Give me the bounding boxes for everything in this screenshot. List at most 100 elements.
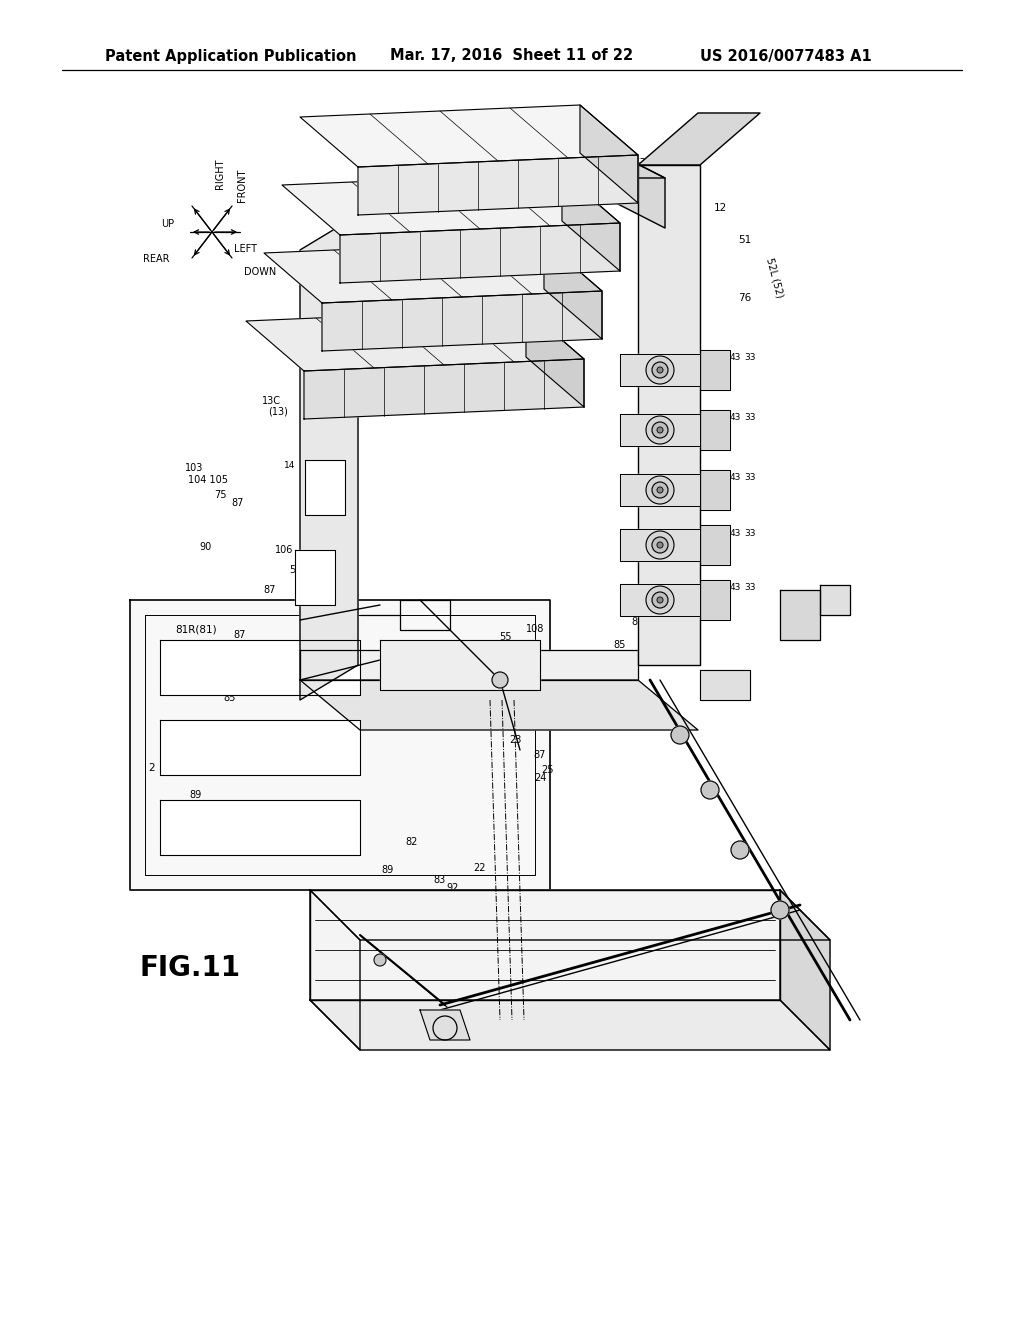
Text: 35: 35	[715, 354, 726, 363]
Circle shape	[652, 362, 668, 378]
Polygon shape	[322, 290, 602, 351]
Text: 39: 39	[321, 333, 332, 342]
Text: 51: 51	[738, 235, 752, 246]
Text: 54: 54	[553, 135, 566, 145]
Polygon shape	[700, 671, 750, 700]
Polygon shape	[160, 719, 360, 775]
Circle shape	[433, 1016, 457, 1040]
Text: 90: 90	[200, 543, 212, 552]
Text: Mar. 17, 2016  Sheet 11 of 22: Mar. 17, 2016 Sheet 11 of 22	[390, 49, 633, 63]
Text: 88: 88	[715, 607, 726, 616]
Polygon shape	[388, 148, 612, 178]
Text: 85: 85	[613, 640, 627, 649]
Text: 75: 75	[214, 490, 226, 500]
Text: 34: 34	[685, 595, 696, 605]
Polygon shape	[555, 150, 610, 201]
Text: FIG.11: FIG.11	[139, 954, 241, 982]
Polygon shape	[620, 354, 700, 385]
Circle shape	[652, 482, 668, 498]
Text: 92: 92	[446, 883, 459, 894]
Polygon shape	[780, 590, 820, 640]
Text: 33: 33	[744, 583, 756, 593]
Circle shape	[646, 416, 674, 444]
Polygon shape	[358, 154, 638, 215]
Polygon shape	[305, 459, 345, 515]
Text: 35: 35	[715, 528, 726, 537]
Text: 43: 43	[729, 413, 740, 422]
Text: 13C: 13C	[262, 396, 281, 407]
Polygon shape	[620, 414, 700, 446]
Text: DOWN: DOWN	[244, 267, 276, 277]
Circle shape	[492, 672, 508, 688]
Text: 88: 88	[618, 601, 631, 610]
Text: 89: 89	[189, 789, 202, 800]
Text: 43: 43	[729, 528, 740, 537]
Circle shape	[731, 841, 749, 859]
Text: 39: 39	[355, 195, 367, 205]
Polygon shape	[264, 242, 602, 304]
Text: 43: 43	[729, 583, 740, 593]
Text: 33: 33	[744, 354, 756, 363]
Text: 12: 12	[714, 203, 727, 213]
Polygon shape	[700, 470, 730, 510]
Text: 103: 103	[185, 463, 204, 473]
Polygon shape	[340, 223, 620, 282]
Text: 34: 34	[685, 486, 696, 495]
Polygon shape	[310, 890, 360, 1049]
Polygon shape	[420, 1010, 470, 1040]
Polygon shape	[700, 411, 730, 450]
Polygon shape	[620, 474, 700, 506]
Text: 25: 25	[542, 766, 554, 775]
Text: 14: 14	[330, 329, 341, 338]
Circle shape	[652, 422, 668, 438]
Text: 58: 58	[289, 565, 301, 576]
Text: 15: 15	[351, 198, 362, 207]
Polygon shape	[246, 309, 584, 371]
Circle shape	[657, 597, 663, 603]
Text: 91: 91	[403, 895, 416, 906]
Text: 35: 35	[715, 474, 726, 483]
Polygon shape	[620, 583, 700, 616]
Text: 85: 85	[224, 693, 237, 704]
Polygon shape	[544, 242, 602, 339]
Text: (13): (13)	[285, 341, 305, 350]
Text: 13M: 13M	[278, 330, 298, 341]
Text: 93: 93	[184, 836, 197, 845]
Text: 103: 103	[471, 643, 489, 653]
Polygon shape	[310, 890, 830, 940]
Circle shape	[657, 426, 663, 433]
Text: 106: 106	[274, 545, 293, 554]
Circle shape	[652, 591, 668, 609]
Circle shape	[646, 531, 674, 558]
Text: 33: 33	[744, 474, 756, 483]
Circle shape	[657, 487, 663, 492]
Text: 15: 15	[334, 268, 345, 276]
Text: 15: 15	[299, 401, 310, 411]
Text: 87: 87	[231, 498, 244, 508]
Text: 87: 87	[233, 630, 246, 640]
Circle shape	[646, 477, 674, 504]
Polygon shape	[300, 215, 358, 700]
Text: 2: 2	[148, 763, 155, 774]
Text: 55: 55	[499, 632, 511, 642]
Text: 108: 108	[525, 624, 544, 634]
Text: 86: 86	[584, 685, 596, 696]
Text: 40: 40	[323, 391, 334, 400]
Polygon shape	[282, 173, 620, 235]
Polygon shape	[304, 359, 584, 418]
Text: 106: 106	[498, 705, 516, 715]
Text: 34: 34	[685, 366, 696, 375]
Polygon shape	[130, 601, 550, 890]
Text: 14: 14	[365, 191, 376, 201]
Polygon shape	[388, 148, 410, 160]
Text: Patent Application Publication: Patent Application Publication	[105, 49, 356, 63]
Polygon shape	[300, 106, 638, 168]
Text: 104 105: 104 105	[188, 475, 228, 484]
Text: 34: 34	[685, 425, 696, 434]
Polygon shape	[562, 173, 620, 271]
Text: 76: 76	[738, 293, 752, 304]
Text: 39: 39	[303, 399, 314, 408]
Text: 43: 43	[729, 354, 740, 363]
Text: 34: 34	[685, 540, 696, 549]
Text: 52R: 52R	[411, 135, 431, 145]
